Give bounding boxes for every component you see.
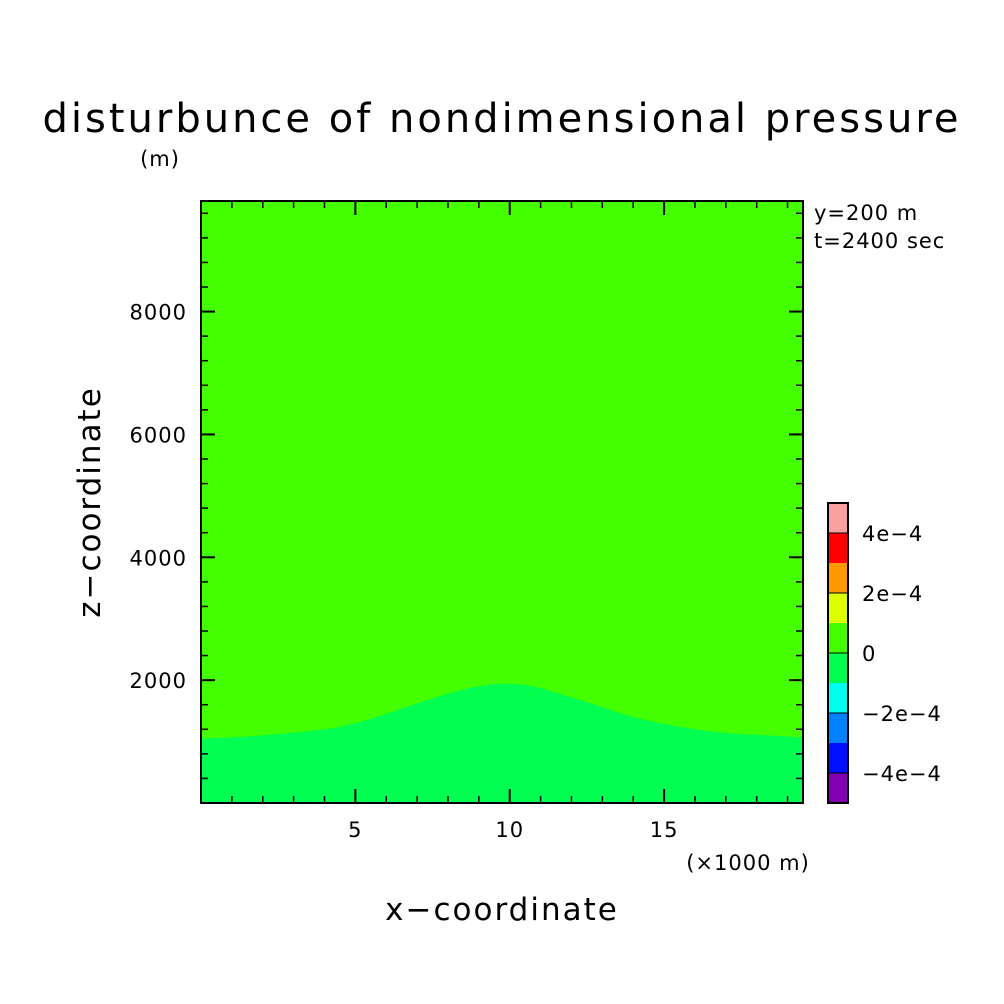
colorbar-swatch — [828, 713, 848, 743]
x-tick-label: 15 — [650, 818, 679, 842]
y-axis-label: z−coordinate — [72, 386, 108, 618]
y-tick-label: 2000 — [130, 669, 187, 693]
x-tick-label: 5 — [348, 818, 362, 842]
annotation-y: y=200 m — [814, 201, 918, 225]
colorbar-label: −4e−4 — [862, 762, 942, 786]
y-unit-label: (m) — [140, 147, 180, 171]
x-tick-labels: 5 10 15 — [348, 818, 679, 842]
major-ticks — [201, 201, 803, 803]
colorbar-swatch — [828, 743, 848, 773]
colorbar-swatch — [828, 503, 848, 533]
y-tick-labels: 2000 4000 6000 8000 — [130, 301, 187, 694]
colorbar-swatch — [828, 593, 848, 623]
x-tick-label: 10 — [495, 818, 524, 842]
colorbar-label: −2e−4 — [862, 702, 942, 726]
colorbar-label: 0 — [862, 642, 876, 666]
y-tick-label: 4000 — [130, 546, 187, 570]
y-tick-label: 6000 — [130, 423, 187, 447]
x-unit-label: (×1000 m) — [686, 851, 810, 875]
minor-ticks — [201, 201, 803, 803]
chart-title: disturbunce of nondimensional pressure — [43, 96, 962, 142]
annotation-t: t=2400 sec — [814, 229, 945, 253]
colorbar-swatch — [828, 653, 848, 683]
colorbar-swatch — [828, 623, 848, 653]
x-axis-label: x−coordinate — [385, 892, 619, 928]
colorbar-swatch — [828, 563, 848, 593]
plot-frame — [200, 200, 804, 804]
colorbar-swatch — [828, 773, 848, 803]
plot-area — [200, 200, 804, 804]
colorbar-swatch — [828, 533, 848, 563]
colorbar-labels: −4e−4 −2e−4 0 2e−4 4e−4 — [828, 522, 942, 786]
colorbar-label: 4e−4 — [862, 522, 923, 546]
colorbar-swatch — [828, 683, 848, 713]
y-tick-label: 8000 — [130, 301, 187, 325]
colorbar-label: 2e−4 — [862, 582, 923, 606]
contour-region-low — [201, 683, 803, 803]
